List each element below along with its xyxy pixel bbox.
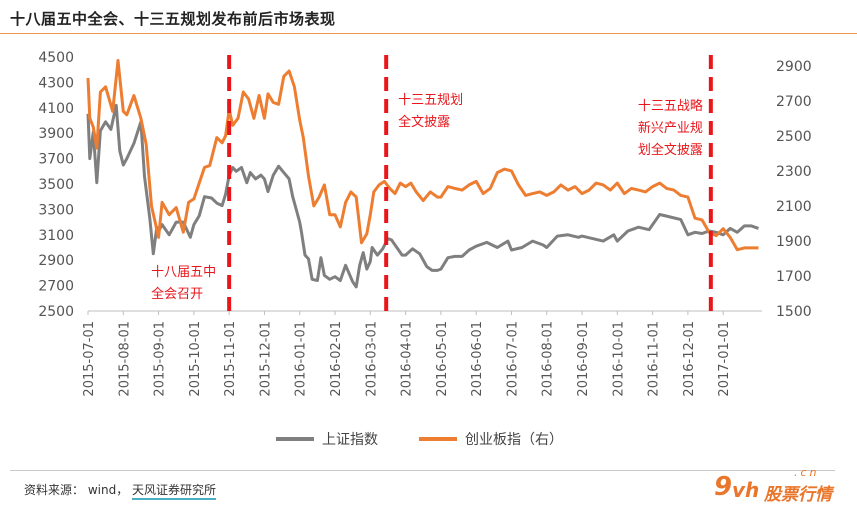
x-tick-label: 2016-09-01 bbox=[576, 321, 591, 397]
legend: 上证指数 创业板指（右） bbox=[276, 432, 563, 448]
y-right-tick-label: 2700 bbox=[776, 94, 812, 110]
y-left-tick-label: 3700 bbox=[38, 152, 74, 168]
x-tick-label: 2016-11-01 bbox=[647, 321, 662, 397]
axes: 2500 2700 2900 3100 3300 3500 3700 3900 4100 4300… bbox=[38, 50, 811, 397]
event-marker-label: 十八届五中 bbox=[151, 265, 216, 280]
event-marker-label: 新兴产业规 bbox=[638, 120, 703, 136]
y-left-tick-label: 2700 bbox=[38, 279, 74, 295]
y-right-tick-label: 2900 bbox=[776, 59, 812, 75]
footer-divider bbox=[10, 470, 835, 471]
y-right-tick-label: 1700 bbox=[776, 269, 812, 285]
event-marker-label: 全文披露 bbox=[398, 114, 450, 130]
site-watermark: .cn 9 vh 股票行情 bbox=[712, 466, 852, 506]
watermark-domain: .cn bbox=[794, 466, 820, 479]
x-tick-label: 2016-03-01 bbox=[364, 321, 379, 397]
x-tick-label: 2016-10-01 bbox=[611, 321, 626, 397]
x-tick-label: 2016-04-01 bbox=[400, 321, 415, 397]
source-label: 资料来源： bbox=[24, 483, 85, 497]
x-tick-label: 2015-09-01 bbox=[153, 321, 168, 397]
y-left-tick-label: 2900 bbox=[38, 253, 74, 269]
gem-index-line bbox=[86, 59, 759, 252]
x-tick-label: 2015-07-01 bbox=[82, 321, 97, 397]
y-right-tick-label: 2100 bbox=[776, 199, 812, 215]
x-tick-label: 2016-06-01 bbox=[470, 321, 485, 397]
x-tick-label: 2017-01-01 bbox=[717, 321, 732, 397]
y-left-tick-label: 3900 bbox=[38, 126, 74, 142]
market-chart: 2500 2700 2900 3100 3300 3500 3700 3900 4100 4300… bbox=[38, 50, 811, 448]
x-tick-label: 2015-10-01 bbox=[188, 321, 203, 397]
event-marker-label: 全会召开 bbox=[151, 286, 203, 302]
source-text: wind， bbox=[87, 483, 129, 497]
event-marker-label: 十三五规划 bbox=[398, 93, 463, 108]
y-left-tick-label: 4300 bbox=[38, 75, 74, 91]
y-right-tick-label: 2500 bbox=[776, 129, 812, 145]
y-left-tick-label: 4500 bbox=[38, 50, 74, 66]
chart-title: 十八届五中全会、十三五规划发布前后市场表现 bbox=[10, 10, 336, 28]
watermark-nine: 9 bbox=[714, 472, 733, 502]
watermark-text: 股票行情 bbox=[764, 485, 832, 505]
y-left-tick-label: 4100 bbox=[38, 101, 74, 117]
y-right-tick-label: 2300 bbox=[776, 164, 812, 180]
event-marker-label: 十三五战略 bbox=[638, 98, 703, 114]
x-tick-label: 2016-07-01 bbox=[505, 321, 520, 397]
legend-gem-label: 创业板指（右） bbox=[465, 432, 563, 448]
y-left-tick-label: 3500 bbox=[38, 177, 74, 193]
source-note: 资料来源： wind， 天风证券研究所 bbox=[24, 481, 217, 500]
x-tick-label: 2016-05-01 bbox=[435, 321, 450, 397]
x-tick-label: 2015-11-01 bbox=[223, 321, 238, 397]
title-divider bbox=[0, 33, 857, 34]
y-left-tick-label: 2500 bbox=[38, 304, 74, 320]
x-tick-label: 2015-12-01 bbox=[258, 321, 273, 397]
x-tick-label: 2016-01-01 bbox=[294, 321, 309, 397]
x-tick-label: 2015-08-01 bbox=[117, 321, 132, 397]
y-left-tick-label: 3300 bbox=[38, 202, 74, 218]
watermark-vh: vh bbox=[732, 478, 760, 502]
y-left-tick-label: 3100 bbox=[38, 228, 74, 244]
source-org: 天风证券研究所 bbox=[132, 483, 217, 500]
series-lines bbox=[86, 59, 759, 289]
event-marker-label: 划全文披露 bbox=[638, 142, 703, 158]
legend-sse-label: 上证指数 bbox=[322, 432, 378, 448]
x-tick-label: 2016-12-01 bbox=[682, 321, 697, 397]
y-right-tick-label: 1500 bbox=[776, 304, 812, 320]
sse-index-line bbox=[86, 103, 759, 289]
y-right-tick-label: 1900 bbox=[776, 234, 812, 250]
x-tick-label: 2016-08-01 bbox=[541, 321, 556, 397]
x-tick-label: 2016-02-01 bbox=[329, 321, 344, 397]
